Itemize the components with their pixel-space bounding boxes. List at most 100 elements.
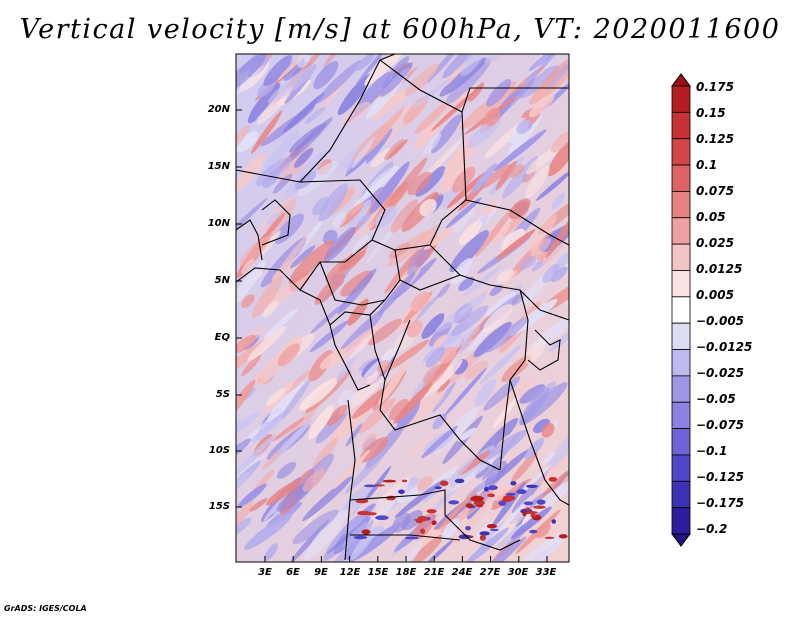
field-streak <box>251 275 283 319</box>
convective-cell <box>470 495 484 502</box>
field-streak <box>332 211 347 228</box>
field-streak <box>236 379 256 421</box>
field-streak <box>236 260 266 307</box>
field-streak <box>376 359 391 375</box>
convective-cell <box>420 528 426 534</box>
convective-cell <box>522 510 527 517</box>
colorbar-segment <box>671 507 691 535</box>
field-streak <box>445 197 482 229</box>
field-streak <box>421 313 445 339</box>
field-streak <box>407 171 432 196</box>
field-streak <box>549 323 569 352</box>
field-streak <box>446 171 487 209</box>
field-streak <box>267 379 305 423</box>
field-streak <box>519 384 546 404</box>
field-streak <box>324 226 356 263</box>
field-streak <box>547 137 569 177</box>
convective-cell <box>488 485 498 491</box>
convective-cell <box>398 489 405 495</box>
grads-credit: GrADS: IGES/COLA <box>4 604 87 613</box>
field-streak <box>296 54 311 68</box>
convective-cell <box>401 479 408 483</box>
field-streak <box>445 58 492 105</box>
field-streak <box>236 453 268 493</box>
field-streak <box>482 304 513 334</box>
field-streak <box>289 245 316 269</box>
field-streak <box>479 163 512 190</box>
field-streak <box>405 478 422 493</box>
field-streak <box>424 226 455 250</box>
convective-cell <box>361 529 371 535</box>
field-streak <box>511 451 538 483</box>
field-streak <box>519 255 537 270</box>
field-streak <box>342 522 368 547</box>
field-streak <box>344 449 388 494</box>
field-streak <box>401 510 423 531</box>
field-streak <box>410 291 431 312</box>
field-streak <box>236 334 257 353</box>
field-streak <box>449 230 489 273</box>
lon-label-6e: 6E <box>286 567 300 578</box>
lat-label-5n: 5N <box>214 275 230 286</box>
field-streak <box>263 308 299 340</box>
colorbar-label-5: 0.05 <box>696 210 726 224</box>
field-streak <box>340 511 368 535</box>
field-streak <box>377 271 416 316</box>
field-streak <box>263 490 291 522</box>
colorbar-segment <box>671 401 691 429</box>
field-streak <box>358 397 396 434</box>
field-streak <box>400 540 423 562</box>
field-streak <box>385 157 428 211</box>
field-streak <box>479 344 522 385</box>
field-streak <box>412 224 440 251</box>
colorbar-label-17: −0.2 <box>696 522 728 536</box>
field-streak <box>525 165 550 199</box>
field-streak <box>422 138 464 180</box>
colorbar-segment <box>671 111 691 140</box>
field-streak <box>511 533 566 562</box>
colorbar-segment <box>671 164 691 192</box>
field-streak <box>457 427 477 442</box>
field-streak <box>501 228 525 251</box>
field-streak <box>487 429 527 460</box>
field-streak <box>406 320 423 338</box>
field-streak <box>297 161 338 197</box>
field-streak <box>239 236 271 266</box>
field-streak <box>482 199 498 217</box>
convective-cell <box>440 480 449 486</box>
field-streak <box>510 506 552 539</box>
colorbar-label-2: 0.125 <box>696 132 734 146</box>
convective-cell <box>487 493 496 498</box>
field-streak <box>524 438 545 460</box>
convective-cell <box>413 518 423 522</box>
field-streak <box>458 206 476 222</box>
convective-cell <box>382 479 397 483</box>
field-streak <box>424 539 454 562</box>
field-streak <box>385 120 405 145</box>
field-streak <box>294 170 317 190</box>
field-streak <box>432 413 447 430</box>
field-streak <box>555 149 569 183</box>
field-streak <box>355 54 375 71</box>
field-streak <box>432 381 456 413</box>
convective-cell <box>465 526 471 531</box>
field-streak <box>508 198 531 220</box>
field-streak <box>247 325 287 362</box>
convective-cell <box>434 486 442 490</box>
field-streak <box>542 263 560 283</box>
field-streak <box>495 229 536 261</box>
convective-cell <box>526 511 538 515</box>
field-streak <box>437 488 479 531</box>
field-streak <box>247 82 281 124</box>
field-streak <box>393 382 433 424</box>
field-streak <box>264 543 278 561</box>
field-streak <box>458 276 475 292</box>
field-streak <box>443 149 465 174</box>
field-streak <box>496 269 514 284</box>
field-streak <box>311 196 330 216</box>
field-streak <box>289 271 311 292</box>
convective-cell <box>510 481 517 486</box>
field-streak <box>388 242 411 260</box>
field-streak <box>266 211 280 225</box>
field-streak <box>309 320 349 353</box>
